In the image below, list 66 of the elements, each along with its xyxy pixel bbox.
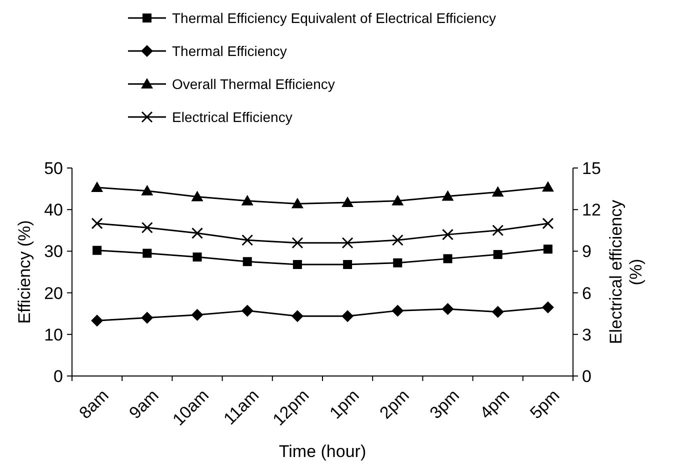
- x-tick-label: 4pm: [476, 386, 514, 423]
- point: [392, 234, 404, 246]
- point: [442, 190, 454, 201]
- legend-label: Thermal Efficiency Equivalent of Electrical Efficiency: [172, 10, 496, 26]
- y2-tick-label: 6: [582, 284, 592, 303]
- point: [292, 260, 302, 270]
- point: [242, 257, 252, 266]
- y-axis-title: Efficiency (%): [15, 220, 34, 324]
- y-tick-label: 10: [44, 325, 63, 344]
- legend-label: Thermal Efficiency: [172, 42, 287, 59]
- y2-axis-title: Electrical efficiency (%): [606, 199, 646, 344]
- point: [141, 312, 154, 324]
- point: [442, 303, 454, 316]
- point: [92, 246, 102, 255]
- y-tick-label: 0: [54, 366, 63, 386]
- point: [542, 218, 554, 230]
- y2-tick-label: 15: [582, 158, 601, 178]
- y2-tick-label: 9: [582, 242, 592, 262]
- x-tick-label: 3pm: [426, 386, 463, 423]
- point: [191, 190, 204, 202]
- point: [141, 222, 153, 234]
- point: [492, 186, 504, 197]
- x-tick-label: 2pm: [376, 386, 413, 423]
- point: [342, 196, 354, 208]
- y2-tick-label: 0: [582, 366, 592, 386]
- point: [242, 234, 254, 246]
- point: [191, 308, 204, 321]
- point: [543, 244, 552, 254]
- point: [392, 194, 404, 206]
- y-tick-label: 30: [44, 242, 63, 262]
- point: [392, 304, 404, 317]
- y-tick-label: 20: [44, 284, 63, 303]
- x-tick-label: 1pm: [326, 386, 363, 423]
- point: [542, 181, 554, 192]
- point: [192, 227, 203, 239]
- x-tick-label: 9am: [126, 386, 162, 423]
- point: [142, 248, 152, 258]
- point: [292, 237, 304, 249]
- legend-label: Electrical Efficiency: [172, 108, 292, 125]
- point: [343, 260, 352, 270]
- x-axis-title: Time (hour): [278, 442, 366, 461]
- legend-label: Overall Thermal Efficiency: [172, 76, 335, 92]
- y-tick-label: 50: [44, 158, 63, 178]
- point: [342, 237, 354, 249]
- y-tick-label: 40: [44, 200, 63, 220]
- point: [241, 304, 254, 317]
- point: [342, 310, 354, 322]
- point: [492, 306, 504, 318]
- point: [393, 258, 402, 268]
- point: [443, 254, 452, 264]
- point: [492, 224, 504, 236]
- point: [291, 310, 304, 322]
- point: [291, 198, 304, 208]
- y2-tick-label: 3: [582, 325, 592, 344]
- point: [493, 250, 502, 260]
- point: [241, 194, 254, 206]
- point: [192, 252, 202, 262]
- point: [442, 228, 454, 240]
- x-tick-label: 8am: [75, 386, 112, 423]
- y2-tick-label: 12: [582, 200, 601, 220]
- point: [91, 182, 104, 192]
- x-tick-label: 5pm: [526, 386, 564, 423]
- point: [141, 184, 154, 196]
- point: [91, 218, 103, 230]
- point: [91, 314, 104, 327]
- point: [542, 301, 554, 314]
